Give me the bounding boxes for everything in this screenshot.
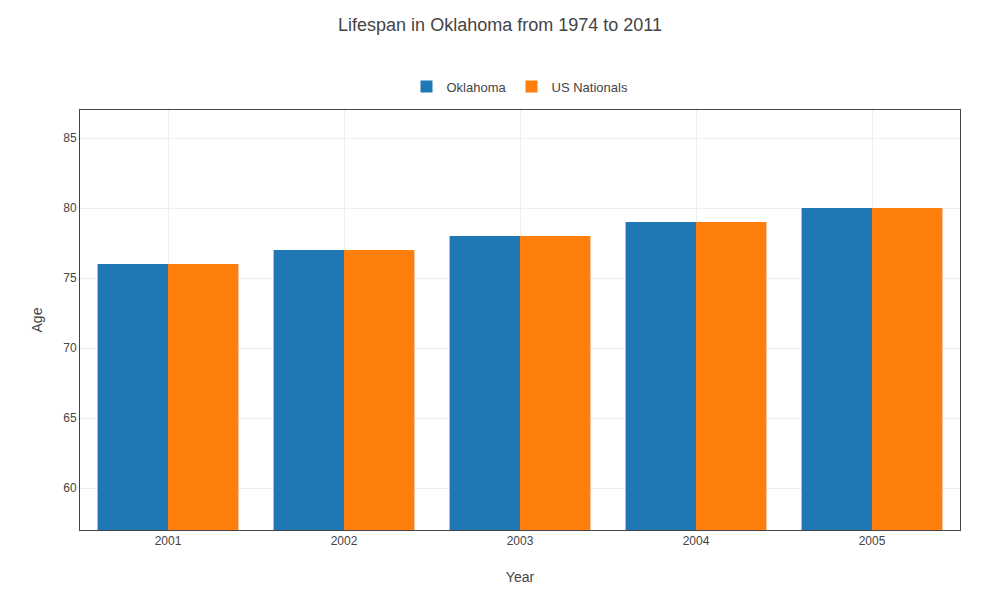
svg-text:Lifespan in Oklahoma from 1974: Lifespan in Oklahoma from 1974 to 2011 [338, 15, 662, 35]
svg-text:2002: 2002 [331, 534, 358, 548]
svg-text:Age: Age [29, 307, 45, 332]
svg-text:75: 75 [63, 271, 77, 285]
svg-text:85: 85 [63, 131, 77, 145]
svg-text:US Nationals: US Nationals [552, 80, 628, 95]
svg-text:2005: 2005 [859, 534, 886, 548]
svg-text:Year: Year [506, 569, 535, 585]
svg-text:Oklahoma: Oklahoma [447, 80, 507, 95]
svg-text:70: 70 [63, 341, 77, 355]
svg-text:2004: 2004 [683, 534, 710, 548]
svg-text:60: 60 [63, 481, 77, 495]
svg-text:80: 80 [63, 201, 77, 215]
svg-text:65: 65 [63, 411, 77, 425]
svg-text:2003: 2003 [507, 534, 534, 548]
svg-text:2001: 2001 [155, 534, 182, 548]
